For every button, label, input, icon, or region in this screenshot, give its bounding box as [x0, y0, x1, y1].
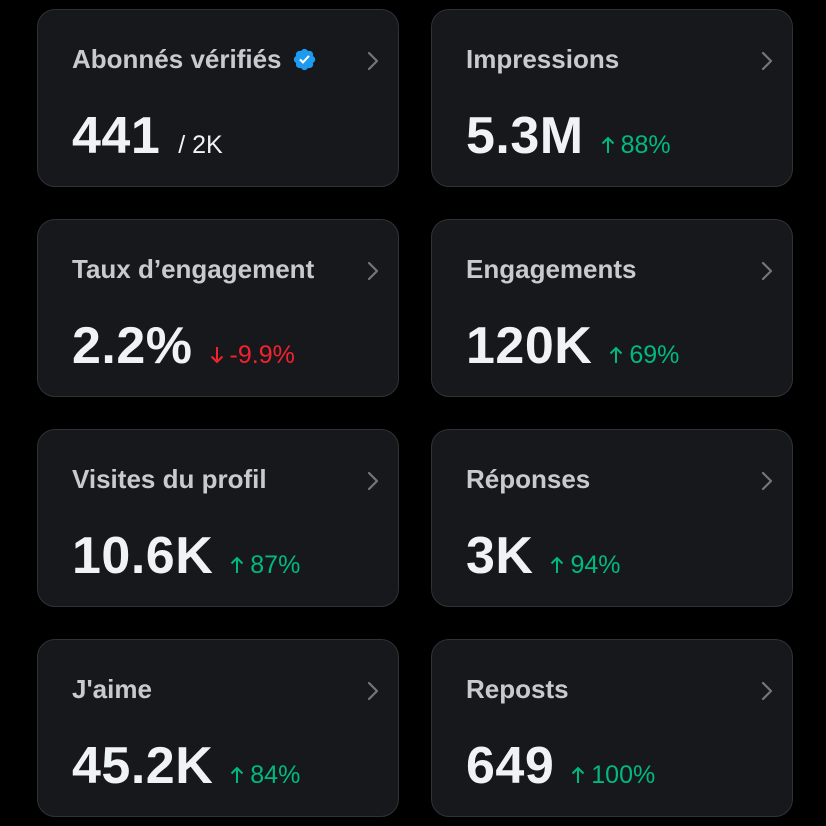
- chevron-right-icon: [761, 471, 773, 491]
- metric-row: 2.2% -9.9%: [72, 316, 295, 376]
- card-title-label: Impressions: [466, 44, 620, 74]
- metric-value: 5.3M: [466, 107, 584, 165]
- metric-change: 88%: [600, 131, 671, 160]
- card-engagements[interactable]: Engagements 120K 69%: [431, 219, 793, 397]
- metric-value: 45.2K: [72, 737, 214, 795]
- card-verified-followers[interactable]: Abonnés vérifiés 441 / 2K: [37, 9, 399, 187]
- arrow-up-icon: [572, 766, 585, 783]
- metric-change-text: 69%: [629, 341, 680, 369]
- arrow-up-icon: [601, 136, 614, 153]
- arrow-down-icon: [210, 347, 223, 364]
- metrics-grid: Abonnés vérifiés 441 / 2K Impressions 5.…: [37, 9, 793, 817]
- card-title: Réponses: [466, 464, 590, 495]
- chevron-right-icon: [761, 51, 773, 71]
- metric-change-text: 88%: [620, 131, 671, 159]
- card-replies[interactable]: Réponses 3K 94%: [431, 429, 793, 607]
- card-engagement-rate[interactable]: Taux d’engagement 2.2% -9.9%: [37, 219, 399, 397]
- chevron-right-icon: [367, 261, 379, 281]
- metric-value: 649: [466, 737, 555, 795]
- metric-row: 5.3M 88%: [466, 106, 671, 166]
- metric-change: 84%: [229, 761, 300, 790]
- card-title: Abonnés vérifiés: [72, 44, 317, 75]
- arrow-up-icon: [231, 556, 244, 573]
- metric-change: 100%: [570, 761, 655, 790]
- card-title-label: Engagements: [466, 254, 637, 284]
- metric-value: 441: [72, 107, 161, 165]
- card-title-label: Réponses: [466, 464, 591, 494]
- metric-row: 120K 69%: [466, 316, 679, 376]
- chevron-right-icon: [761, 261, 773, 281]
- arrow-up-icon: [231, 766, 244, 783]
- metric-value: 3K: [466, 527, 534, 585]
- metric-change: -9.9%: [209, 341, 295, 370]
- card-reposts[interactable]: Reposts 649 100%: [431, 639, 793, 817]
- metric-row: 649 100%: [466, 736, 655, 796]
- card-title: J'aime: [72, 674, 152, 705]
- metric-suffix: / 2K: [178, 131, 223, 159]
- card-profile-visits[interactable]: Visites du profil 10.6K 87%: [37, 429, 399, 607]
- metric-change-text: -9.9%: [229, 341, 295, 369]
- card-title: Visites du profil: [72, 464, 267, 495]
- metric-change-text: 94%: [570, 551, 621, 579]
- chevron-right-icon: [367, 51, 379, 71]
- metric-change: 87%: [229, 551, 300, 580]
- metric-row: 441 / 2K: [72, 106, 223, 166]
- metric-change-text: 84%: [250, 761, 301, 789]
- arrow-up-icon: [551, 556, 564, 573]
- metric-change: 94%: [549, 551, 621, 580]
- card-title: Reposts: [466, 674, 569, 705]
- card-title: Impressions: [466, 44, 619, 75]
- chevron-right-icon: [367, 471, 379, 491]
- metric-row: 45.2K 84%: [72, 736, 300, 796]
- metric-value: 10.6K: [72, 527, 214, 585]
- card-title: Engagements: [466, 254, 637, 285]
- card-title: Taux d’engagement: [72, 254, 314, 285]
- metric-change-text: 100%: [591, 761, 656, 789]
- card-likes[interactable]: J'aime 45.2K 84%: [37, 639, 399, 817]
- verified-badge-icon: [293, 48, 315, 71]
- card-title-label: Reposts: [466, 674, 569, 704]
- metric-value: 2.2%: [72, 317, 193, 375]
- card-impressions[interactable]: Impressions 5.3M 88%: [431, 9, 793, 187]
- card-title-label: Taux d’engagement: [72, 254, 315, 284]
- card-title-label: Abonnés vérifiés: [72, 44, 282, 74]
- metric-row: 10.6K 87%: [72, 526, 300, 586]
- metric-value: 120K: [466, 317, 593, 375]
- metric-change: 69%: [608, 341, 679, 370]
- arrow-up-icon: [610, 346, 623, 363]
- card-title-label: Visites du profil: [72, 464, 267, 494]
- metric-row: 3K 94%: [466, 526, 621, 586]
- chevron-right-icon: [761, 681, 773, 701]
- card-title-label: J'aime: [72, 674, 152, 704]
- chevron-right-icon: [367, 681, 379, 701]
- metric-change-text: 87%: [250, 551, 301, 579]
